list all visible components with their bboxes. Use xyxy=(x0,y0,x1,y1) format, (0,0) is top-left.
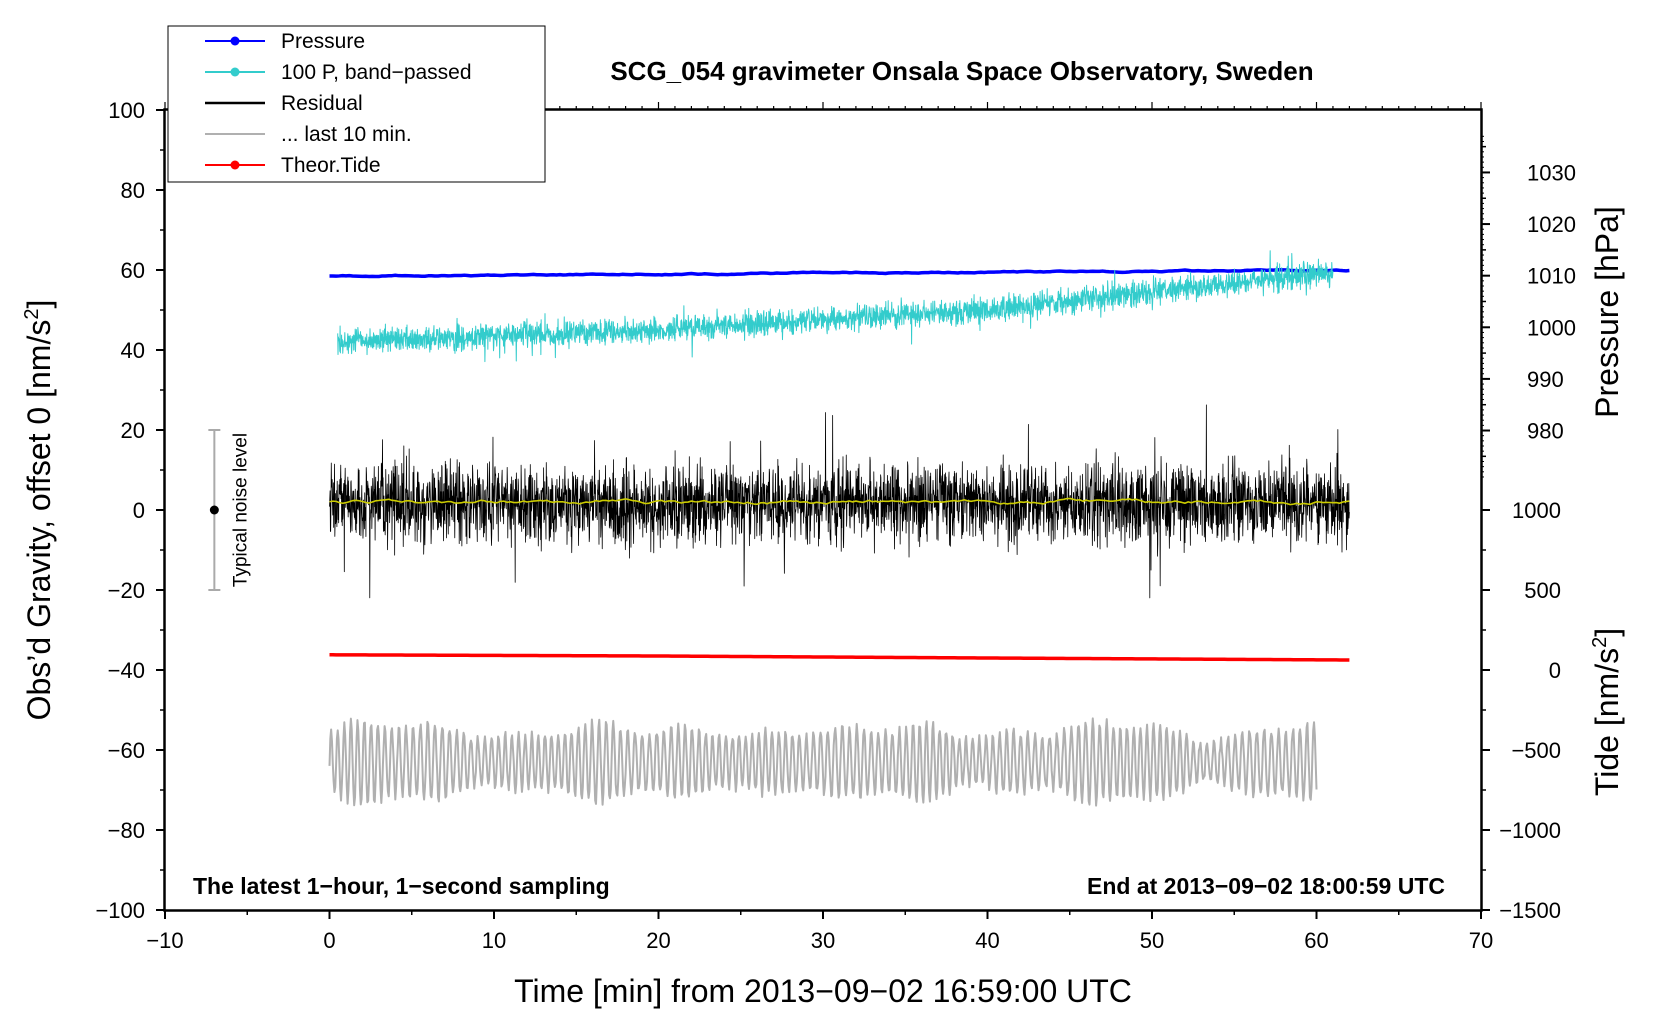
x-tick-label: 50 xyxy=(1140,928,1164,953)
series-100-p-band-passed xyxy=(337,250,1334,363)
y-tick-label: 0 xyxy=(133,498,145,523)
series-layer xyxy=(328,250,1350,807)
y-tick-label: −40 xyxy=(108,658,145,683)
end-time-note: End at 2013−09−02 18:00:59 UTC xyxy=(1087,873,1445,899)
tide-tick-label: 0 xyxy=(1549,658,1561,683)
series-last-10-min xyxy=(328,717,1318,807)
y-tick-label: −80 xyxy=(108,818,145,843)
x-tick-label: 40 xyxy=(975,928,999,953)
legend-marker-theor-tide xyxy=(230,160,240,170)
series-residual-mean xyxy=(329,497,1350,506)
y-tick-label: 100 xyxy=(108,98,145,123)
x-tick-label: 70 xyxy=(1469,928,1493,953)
series-residual xyxy=(329,404,1350,599)
pressure-tick-label: 1030 xyxy=(1527,160,1576,185)
pressure-tick-label: 1000 xyxy=(1527,315,1576,340)
legend-label-100-p-band-passed: 100 P, band−passed xyxy=(281,61,472,84)
x-tick-label: 0 xyxy=(323,928,335,953)
noise-label: Typical noise level xyxy=(230,433,251,587)
tick-marks xyxy=(156,102,1490,919)
y-tick-label: 40 xyxy=(121,338,145,363)
sampling-note: The latest 1−hour, 1−second sampling xyxy=(193,873,610,899)
tide-tick-label: −1000 xyxy=(1499,818,1561,843)
pressure-tick-label: 1020 xyxy=(1527,212,1576,237)
y-tick-label: 60 xyxy=(121,258,145,283)
x-axis-title: Time [min] from 2013−09−02 16:59:00 UTC xyxy=(514,973,1132,1009)
y-axis-title-pressure: Pressure [hPa] xyxy=(1589,206,1625,418)
noise-center-dot xyxy=(209,505,219,515)
y-tick-label: 80 xyxy=(121,178,145,203)
y-axis-title-left: Obs’d Gravity, offset 0 [nm/s2] xyxy=(21,300,57,721)
legend-label-residual: Residual xyxy=(281,92,363,115)
pressure-tick-label: 980 xyxy=(1527,419,1564,444)
series-theor-tide xyxy=(329,653,1350,662)
legend-marker-100-p-band-passed xyxy=(230,67,240,77)
x-tick-label: −10 xyxy=(146,928,183,953)
y-tick-label: 20 xyxy=(121,418,145,443)
pressure-tick-label: 990 xyxy=(1527,367,1564,392)
chart-title: SCG_054 gravimeter Onsala Space Observat… xyxy=(610,56,1313,86)
legend-label-last-10-min: ... last 10 min. xyxy=(281,123,412,146)
pressure-tick-label: 1010 xyxy=(1527,264,1576,289)
tide-tick-label: 1000 xyxy=(1512,498,1561,523)
x-tick-label: 60 xyxy=(1304,928,1328,953)
x-tick-label: 30 xyxy=(811,928,835,953)
tide-tick-label: −500 xyxy=(1511,738,1561,763)
noise-level-indicator: Typical noise level xyxy=(208,429,251,591)
legend-marker-pressure xyxy=(230,36,240,46)
x-tick-label: 20 xyxy=(646,928,670,953)
legend: Pressure 100 P, band−passed Residual ... la… xyxy=(167,25,546,183)
y-axis-title-tide: Tide [nm/s2] xyxy=(1589,628,1625,796)
tide-tick-label: −1500 xyxy=(1499,898,1561,923)
legend-label-theor-tide: Theor.Tide xyxy=(281,154,381,177)
series-pressure xyxy=(329,268,1350,279)
tide-tick-label: 500 xyxy=(1524,578,1561,603)
y-tick-label: −100 xyxy=(95,898,145,923)
legend-label-pressure: Pressure xyxy=(281,30,365,53)
y-tick-label: −60 xyxy=(108,738,145,763)
tick-labels: −10 0 10 20 30 40 50 60 70−100−80−60−40−20020406… xyxy=(95,98,1576,953)
x-tick-label: 10 xyxy=(482,928,506,953)
y-tick-label: −20 xyxy=(108,578,145,603)
